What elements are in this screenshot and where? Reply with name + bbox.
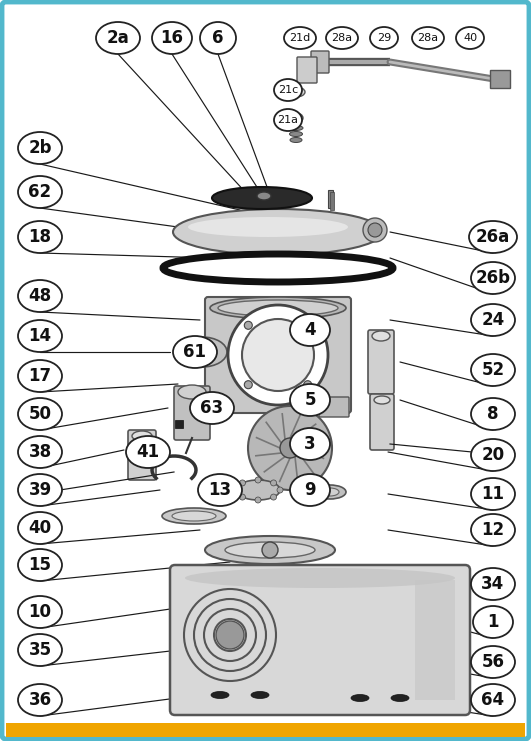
Ellipse shape: [126, 436, 170, 468]
Text: 24: 24: [482, 311, 504, 329]
Ellipse shape: [18, 512, 62, 544]
Ellipse shape: [321, 488, 339, 496]
Ellipse shape: [287, 87, 305, 97]
Text: 13: 13: [209, 481, 232, 499]
Text: 40: 40: [463, 33, 477, 43]
Ellipse shape: [289, 125, 303, 130]
Text: 39: 39: [28, 481, 52, 499]
Ellipse shape: [469, 221, 517, 253]
Ellipse shape: [289, 113, 303, 123]
Ellipse shape: [290, 384, 330, 416]
Circle shape: [233, 487, 239, 493]
Ellipse shape: [225, 542, 315, 558]
Text: 28a: 28a: [417, 33, 439, 43]
Ellipse shape: [210, 297, 346, 319]
FancyBboxPatch shape: [170, 565, 470, 715]
Bar: [490, 70, 510, 88]
Ellipse shape: [212, 187, 312, 209]
Ellipse shape: [471, 478, 515, 510]
Ellipse shape: [471, 262, 515, 294]
Ellipse shape: [18, 436, 62, 468]
Ellipse shape: [188, 217, 348, 237]
Text: 52: 52: [482, 361, 504, 379]
Ellipse shape: [200, 22, 236, 54]
Ellipse shape: [290, 314, 330, 346]
Ellipse shape: [162, 508, 226, 524]
Ellipse shape: [18, 320, 62, 352]
FancyBboxPatch shape: [311, 51, 329, 73]
Circle shape: [242, 319, 314, 391]
Ellipse shape: [326, 27, 358, 49]
Ellipse shape: [18, 360, 62, 392]
Ellipse shape: [190, 392, 234, 424]
Text: 16: 16: [160, 29, 184, 47]
Ellipse shape: [251, 691, 269, 699]
Text: 56: 56: [482, 653, 504, 671]
Ellipse shape: [218, 300, 338, 316]
Ellipse shape: [18, 474, 62, 506]
FancyBboxPatch shape: [205, 297, 351, 413]
Text: 64: 64: [482, 691, 504, 709]
Ellipse shape: [471, 514, 515, 546]
Circle shape: [304, 322, 312, 329]
Ellipse shape: [456, 27, 484, 49]
Ellipse shape: [152, 22, 192, 54]
Ellipse shape: [173, 209, 383, 255]
Ellipse shape: [289, 131, 303, 136]
Text: 5: 5: [304, 391, 316, 409]
Text: 2a: 2a: [107, 29, 130, 47]
Ellipse shape: [370, 27, 398, 49]
Text: 35: 35: [29, 641, 52, 659]
Ellipse shape: [173, 336, 217, 368]
FancyBboxPatch shape: [370, 394, 394, 450]
Text: 15: 15: [29, 556, 52, 574]
Text: 3: 3: [304, 435, 316, 453]
Circle shape: [239, 480, 245, 486]
Circle shape: [228, 305, 328, 405]
FancyBboxPatch shape: [368, 330, 394, 394]
Text: 21a: 21a: [278, 115, 298, 125]
Circle shape: [248, 406, 332, 490]
Text: 26b: 26b: [475, 269, 510, 287]
Text: 21d: 21d: [289, 33, 311, 43]
Ellipse shape: [18, 549, 62, 581]
Text: 40: 40: [29, 519, 52, 537]
Ellipse shape: [274, 79, 302, 101]
Circle shape: [280, 438, 300, 458]
Ellipse shape: [471, 684, 515, 716]
Bar: [175, 420, 183, 428]
Ellipse shape: [374, 396, 390, 404]
Ellipse shape: [471, 568, 515, 600]
Ellipse shape: [198, 474, 242, 506]
Ellipse shape: [372, 331, 390, 341]
Ellipse shape: [18, 132, 62, 164]
Ellipse shape: [471, 398, 515, 430]
Ellipse shape: [182, 341, 212, 355]
Ellipse shape: [18, 280, 62, 312]
Circle shape: [255, 497, 261, 503]
Ellipse shape: [290, 474, 330, 506]
Ellipse shape: [185, 568, 455, 588]
Text: 36: 36: [29, 691, 52, 709]
Text: 11: 11: [482, 485, 504, 503]
Ellipse shape: [18, 596, 62, 628]
Ellipse shape: [18, 221, 62, 253]
FancyBboxPatch shape: [297, 57, 317, 83]
Text: 41: 41: [136, 443, 159, 461]
Circle shape: [304, 381, 312, 389]
Ellipse shape: [471, 439, 515, 471]
Ellipse shape: [132, 431, 152, 441]
Ellipse shape: [471, 646, 515, 678]
Circle shape: [363, 218, 387, 242]
Circle shape: [271, 480, 277, 486]
Ellipse shape: [172, 511, 216, 521]
Ellipse shape: [178, 385, 206, 399]
Text: 48: 48: [29, 287, 52, 305]
Ellipse shape: [177, 337, 227, 367]
Circle shape: [277, 487, 283, 493]
Ellipse shape: [290, 138, 302, 142]
Text: 28a: 28a: [331, 33, 353, 43]
Ellipse shape: [236, 480, 280, 500]
Text: 6: 6: [212, 29, 224, 47]
